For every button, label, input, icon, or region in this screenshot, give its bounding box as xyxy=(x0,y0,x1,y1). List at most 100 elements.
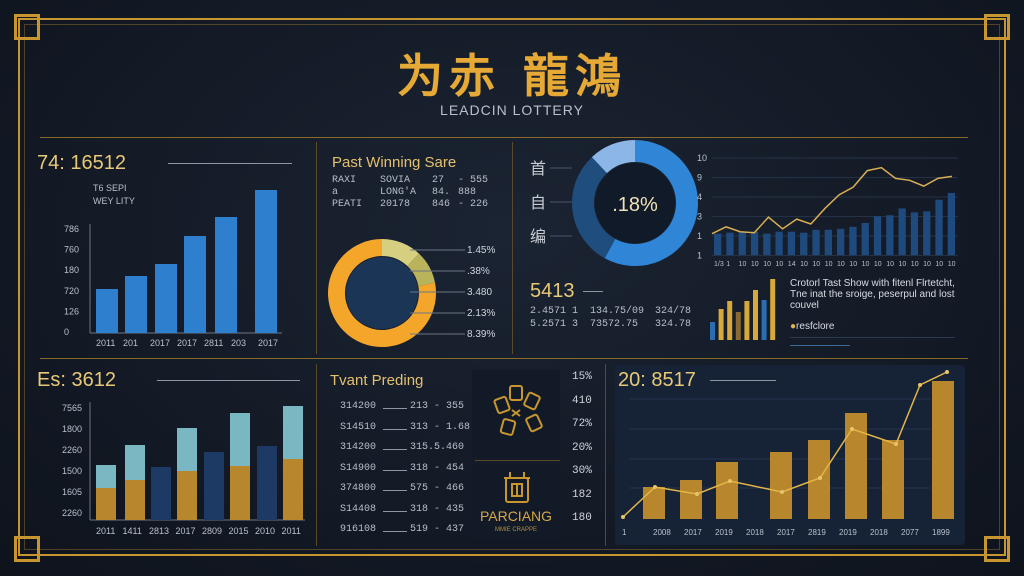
y-tick-label: 720 xyxy=(64,286,79,296)
x-tick-label: 2819 xyxy=(808,528,826,537)
divider xyxy=(475,460,560,461)
table-cell: 846 xyxy=(432,199,451,210)
x-tick-label: 2008 xyxy=(653,528,671,537)
panel4-headline: Es: 3612 xyxy=(37,369,116,391)
bar xyxy=(735,312,741,340)
y-tick-label: 760 xyxy=(64,245,79,255)
table-cell: 5.2571 3 xyxy=(530,319,579,330)
divider xyxy=(316,364,317,546)
data-point xyxy=(945,370,949,374)
x-tick-label: 1 xyxy=(622,528,627,537)
x-tick-label: 2017 xyxy=(777,528,795,537)
data-point xyxy=(818,476,822,480)
bar xyxy=(787,231,796,255)
bar-segment xyxy=(177,471,197,520)
bar xyxy=(215,217,237,333)
bar xyxy=(125,276,147,333)
bar xyxy=(845,413,867,519)
donut-slice xyxy=(381,239,419,267)
x-tick-label: 2011 xyxy=(96,526,115,536)
table-cell: 73572.75 xyxy=(590,319,639,330)
data-point xyxy=(850,427,854,431)
divider xyxy=(710,380,776,381)
table-cell: 324.78 xyxy=(655,319,692,330)
table-cell: 313 - 1.68 xyxy=(410,421,471,433)
trend-line xyxy=(711,166,953,235)
x-tick-label: 10 xyxy=(935,261,943,268)
x-tick-label: 10 xyxy=(911,261,919,268)
table-cell: 84. xyxy=(432,187,451,198)
x-tick-label: 2017 xyxy=(684,528,702,537)
y-tick-label: 10 xyxy=(697,153,707,163)
x-tick-label: 10 xyxy=(763,261,771,268)
table-cell: 519 - 437 xyxy=(410,524,465,535)
stat-value: 180 xyxy=(572,512,592,524)
donut-slice xyxy=(572,157,616,259)
table-cell: 315.5.460 xyxy=(410,442,465,453)
panel3-headline: 5413 xyxy=(530,280,575,302)
donut-label: 2.13% xyxy=(467,308,495,319)
x-tick-label: 10 xyxy=(812,261,820,268)
y-tick-label: 1 xyxy=(697,231,702,241)
bar xyxy=(255,190,277,333)
table-cell: SOVIA xyxy=(380,175,411,186)
bar xyxy=(932,381,954,519)
legend-char: 编 xyxy=(530,228,546,246)
panel6-headline: 20: 8517 xyxy=(618,369,696,391)
bar xyxy=(861,222,869,255)
x-tick-label: 10 xyxy=(800,261,808,268)
x-tick-label: 10 xyxy=(948,261,956,268)
donut-label: 1.45% xyxy=(467,245,495,256)
corner-ornament xyxy=(14,536,40,562)
table-cell: PEATI xyxy=(332,199,363,210)
page-subtitle: LEADCIN LOTTERY xyxy=(440,102,584,118)
bar xyxy=(770,452,792,519)
y-tick-label: 4 xyxy=(697,192,702,202)
bar xyxy=(643,487,665,519)
bar xyxy=(710,322,715,340)
bar xyxy=(763,233,771,255)
table-cell: 916108 xyxy=(340,524,377,535)
stat-value: 182 xyxy=(572,488,592,501)
y-tick-label: 180 xyxy=(64,265,79,275)
data-point xyxy=(621,515,625,519)
divider xyxy=(316,142,317,354)
trend-line xyxy=(622,371,948,518)
leader-line xyxy=(383,510,407,512)
divider xyxy=(605,364,606,546)
divider xyxy=(583,291,603,292)
x-tick-label: 2018 xyxy=(746,528,764,537)
legend-char: 首 xyxy=(530,160,546,178)
stat-value: 30% xyxy=(572,465,592,477)
bar xyxy=(151,467,171,520)
corner-ornament xyxy=(14,14,40,40)
corner-ornament xyxy=(984,14,1010,40)
divider xyxy=(512,142,513,354)
bar xyxy=(155,264,177,333)
bar xyxy=(680,480,702,519)
y-tick-label: 3 xyxy=(697,212,702,222)
bar xyxy=(849,226,857,255)
panel1-sub: T6 SEPI xyxy=(93,183,127,193)
leader-line xyxy=(383,408,407,409)
donut-label: 8.39% xyxy=(467,329,495,340)
x-tick-label: 10 xyxy=(825,261,833,268)
panel2-title: Past Winning Sare xyxy=(332,154,457,171)
bar xyxy=(886,215,894,255)
icon-tile xyxy=(472,370,560,458)
x-tick-label: 2017 xyxy=(150,338,170,348)
table-cell: S14408 xyxy=(340,503,377,515)
bar xyxy=(935,199,943,255)
x-tick-label: 2811 xyxy=(204,338,223,348)
table-cell: 27 xyxy=(432,175,445,186)
bar-segment xyxy=(283,406,303,459)
table-cell: 134.75/09 xyxy=(590,306,645,317)
table-cell: 314200 xyxy=(340,401,377,412)
x-tick-label: 10 xyxy=(751,261,759,268)
donut-slice xyxy=(604,140,698,266)
x-tick-label: 2809 xyxy=(202,526,222,536)
table-cell: 318 - 435 xyxy=(410,503,465,515)
y-tick-label: 1800 xyxy=(62,424,82,434)
table-cell: 888 xyxy=(458,187,477,198)
